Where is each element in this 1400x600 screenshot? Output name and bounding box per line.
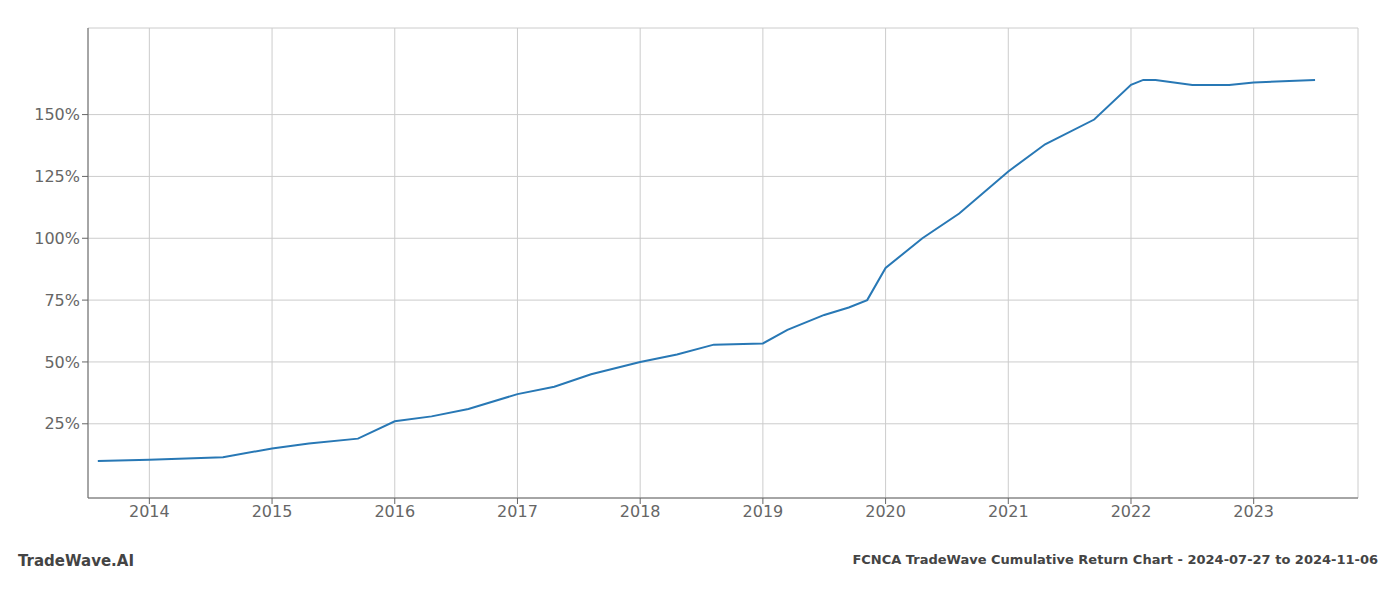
svg-text:100%: 100% xyxy=(34,229,80,248)
html-text:TradeWave.AI: TradeWave.AI xyxy=(18,552,134,570)
svg-text:150%: 150% xyxy=(34,105,80,124)
svg-text:2022: 2022 xyxy=(1111,502,1152,521)
svg-text:2023: 2023 xyxy=(1233,502,1274,521)
svg-text:2014: 2014 xyxy=(129,502,170,521)
svg-text:2019: 2019 xyxy=(743,502,784,521)
svg-text:2017: 2017 xyxy=(497,502,538,521)
svg-text:2021: 2021 xyxy=(988,502,1029,521)
svg-text:75%: 75% xyxy=(44,291,80,310)
svg-text:2018: 2018 xyxy=(620,502,661,521)
svg-text:2020: 2020 xyxy=(865,502,906,521)
svg-text:125%: 125% xyxy=(34,167,80,186)
svg-text:2016: 2016 xyxy=(374,502,415,521)
svg-text:25%: 25% xyxy=(44,414,80,433)
svg-text:50%: 50% xyxy=(44,353,80,372)
html-text:FCNCA TradeWave Cumulative Ret: FCNCA TradeWave Cumulative Return Chart … xyxy=(852,552,1378,567)
svg-text:2015: 2015 xyxy=(252,502,293,521)
